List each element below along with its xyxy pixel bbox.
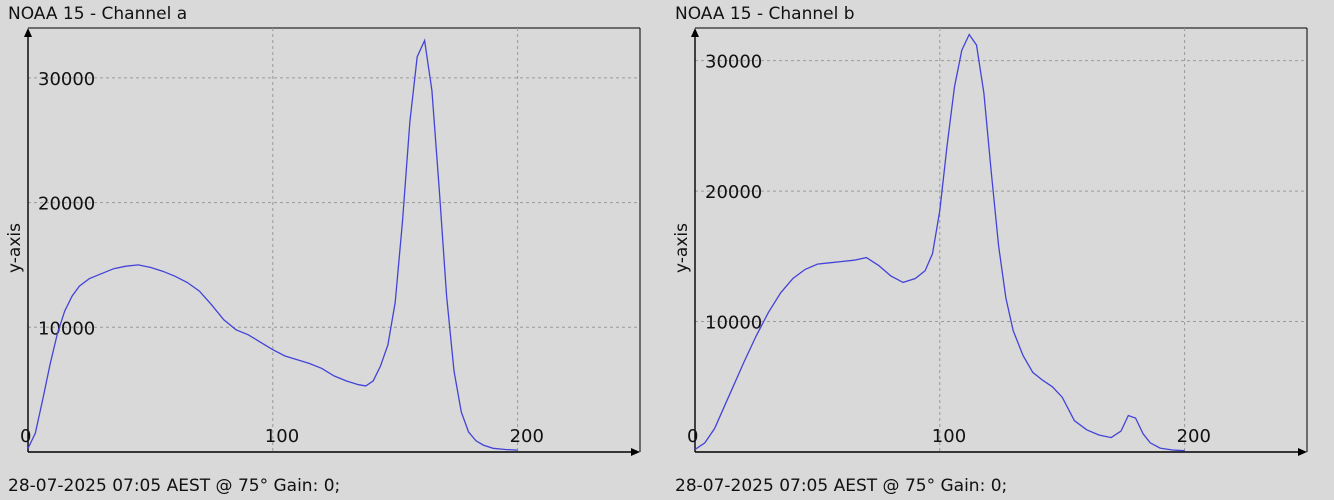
- x-tick-label: 100: [932, 426, 966, 447]
- x-tick-label: 200: [510, 426, 544, 447]
- y-tick-label: 10000: [705, 313, 762, 334]
- x-tick-label: 200: [1177, 426, 1211, 447]
- x-tick-label: 0: [20, 426, 31, 447]
- y-tick-label: 10000: [38, 318, 95, 339]
- chart-footer: 28-07-2025 07:05 AEST @ 75° Gain: 0;: [8, 476, 341, 496]
- x-tick-label: 100: [265, 426, 299, 447]
- y-axis-label: y-axis: [672, 223, 692, 273]
- series-line: [27, 38, 518, 451]
- series-line: [694, 33, 1185, 452]
- x-tick-label: 0: [687, 426, 698, 447]
- y-tick-label: 20000: [705, 182, 762, 203]
- chart-title: NOAA 15 - Channel a: [8, 4, 188, 24]
- chart-a-plot: 0 100 200 10000 20000 30000 y-axis: [5, 27, 641, 456]
- chart-footer: 28-07-2025 07:05 AEST @ 75° Gain: 0;: [675, 476, 1008, 496]
- chart-panel-a: NOAA 15 - Channel a 0 100 200 10000 20000 300…: [5, 4, 641, 496]
- x-axis-arrow: [631, 448, 640, 456]
- y-tick-label: 20000: [38, 194, 95, 215]
- y-axis-label: y-axis: [5, 223, 25, 273]
- y-axis-arrow: [691, 28, 699, 37]
- y-axis-arrow: [24, 28, 32, 37]
- y-tick-label: 30000: [38, 69, 95, 90]
- chart-panel-b: NOAA 15 - Channel b 0 100 200 10000 20000 300…: [667, 0, 1334, 500]
- chart-title: NOAA 15 - Channel b: [675, 4, 855, 24]
- x-axis-arrow: [1298, 448, 1307, 456]
- y-tick-label: 30000: [705, 52, 762, 73]
- chart-b-plot: 0 100 200 10000 20000 30000 y-axis: [672, 27, 1308, 456]
